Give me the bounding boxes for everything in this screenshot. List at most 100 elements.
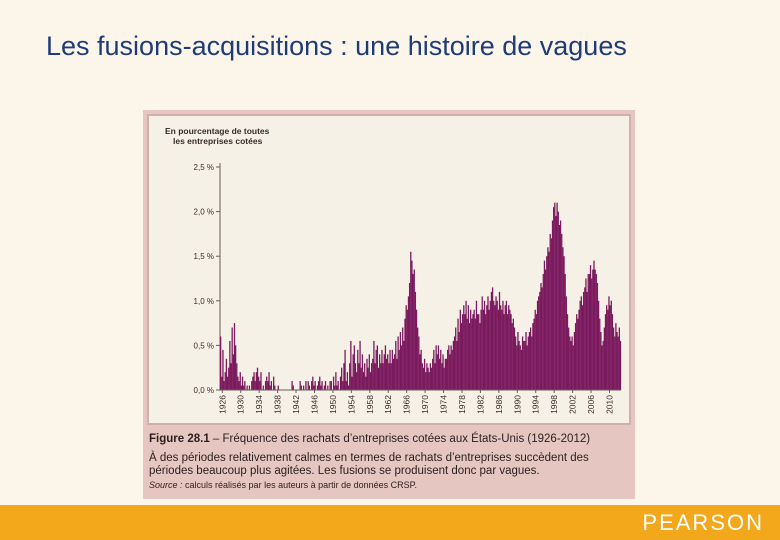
data-bar (594, 269, 596, 390)
data-bar (459, 309, 461, 390)
data-bar (299, 381, 301, 390)
data-bar (360, 367, 362, 390)
data-bar (262, 385, 264, 390)
y-axis: 0,0 % 0,5 % 1,0 % 1,5 % 2,0 % 2,5 % (194, 163, 221, 395)
data-bar (460, 323, 463, 390)
data-bar (221, 376, 223, 390)
data-bar (418, 336, 420, 390)
x-tick-label: 1950 (328, 395, 338, 414)
data-bar (232, 354, 234, 390)
data-bar (381, 349, 383, 390)
y-tick-label: 0,0 % (194, 386, 214, 395)
data-bar (466, 318, 468, 390)
data-bar (558, 224, 561, 390)
data-bar (619, 340, 622, 390)
data-bar (252, 376, 254, 390)
data-bar (524, 340, 526, 390)
data-bar (344, 349, 346, 390)
data-bar (375, 349, 377, 390)
data-bar (244, 381, 246, 390)
data-bar (379, 354, 381, 390)
data-bar (501, 309, 503, 390)
data-bar (383, 354, 385, 390)
data-bar (618, 327, 620, 390)
data-bar (243, 385, 245, 390)
data-bar (448, 345, 450, 390)
data-bar (474, 318, 476, 390)
data-bar (599, 318, 601, 390)
data-bar (305, 381, 307, 390)
y-tick-label: 2,5 % (194, 163, 214, 172)
data-bar (554, 202, 556, 390)
data-bar (588, 274, 591, 390)
data-bar (471, 318, 473, 390)
data-bar (366, 358, 368, 390)
data-bar (539, 291, 541, 390)
data-bar (606, 305, 608, 390)
caption-number: Figure 28.1 (149, 433, 210, 445)
data-bar (339, 376, 342, 390)
data-bar (576, 314, 578, 390)
caption-source: Source : calculs réalisés par les auteur… (149, 479, 629, 491)
data-bar (369, 372, 372, 390)
data-bar (353, 345, 355, 390)
data-bar (581, 305, 584, 390)
data-bar (268, 372, 270, 390)
data-bar (390, 363, 392, 390)
data-bar (615, 323, 617, 390)
y-tick-label: 1,0 % (194, 297, 214, 306)
data-bar (336, 385, 338, 390)
data-bar (377, 367, 380, 390)
data-bar (470, 309, 472, 390)
data-bar (611, 314, 614, 390)
x-tick-label: 1978 (457, 395, 467, 414)
data-bar (609, 305, 611, 390)
data-bar (551, 220, 554, 390)
data-bar (481, 296, 483, 390)
data-bar (497, 309, 499, 390)
data-bar (408, 282, 411, 390)
data-bar (520, 349, 523, 390)
data-bar (259, 381, 261, 390)
data-bar (536, 300, 539, 390)
data-bar (532, 323, 534, 390)
data-bar (472, 314, 474, 390)
data-bar (307, 381, 309, 390)
data-bar (423, 358, 426, 390)
data-bar (354, 363, 357, 390)
x-tick-label: 1974 (439, 395, 449, 414)
data-bar (412, 274, 414, 390)
data-bar (357, 349, 359, 390)
data-bar (480, 309, 482, 390)
data-bar (578, 309, 580, 390)
chart-frame: En pourcentage de toutes les entreprises… (147, 114, 631, 425)
data-bar (563, 256, 565, 390)
data-bar (505, 300, 508, 390)
data-bar (355, 372, 358, 390)
data-bar (225, 358, 228, 390)
data-bar (508, 305, 510, 390)
data-bar (374, 363, 376, 390)
data-bar (483, 300, 486, 390)
x-tick-label: 2010 (604, 395, 614, 414)
data-bar (513, 327, 516, 390)
data-bar (255, 372, 258, 390)
data-bar (420, 349, 422, 390)
data-bar (324, 381, 327, 390)
x-tick-label: 1966 (402, 395, 412, 414)
data-bar (451, 349, 453, 390)
data-bar (389, 349, 391, 390)
data-bar (362, 372, 365, 390)
data-bar (411, 260, 413, 390)
data-bar (387, 354, 389, 390)
data-bar (447, 349, 449, 390)
data-bar (542, 274, 544, 390)
x-tick-label: 1938 (273, 395, 283, 414)
data-bar (504, 305, 506, 390)
data-bar (419, 354, 421, 390)
data-bar (574, 323, 577, 390)
data-bar (240, 385, 243, 390)
data-bar (461, 314, 464, 390)
data-bar (256, 367, 259, 390)
data-bar (531, 336, 533, 390)
